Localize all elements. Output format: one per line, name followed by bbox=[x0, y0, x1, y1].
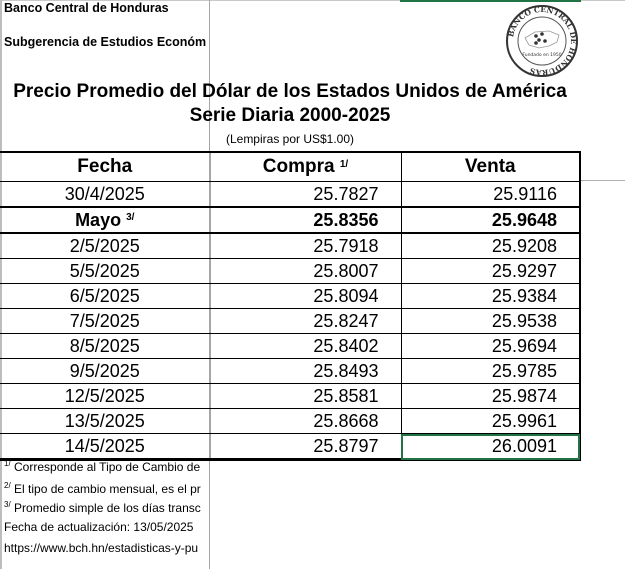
table-row: 9/5/2025 25.8493 25.9785 bbox=[0, 358, 581, 384]
cell-fecha[interactable]: 6/5/2025 bbox=[0, 283, 210, 309]
cell-venta[interactable]: 25.9297 bbox=[400, 258, 581, 284]
selected-column-indicator bbox=[400, 0, 581, 2]
cell-fecha[interactable]: 5/5/2025 bbox=[0, 258, 210, 284]
exchange-rate-table: Fecha Compra 1/ Venta 30/4/2025 25.7827 … bbox=[0, 151, 581, 461]
units-label: (Lempiras por US$1.00) bbox=[225, 132, 355, 146]
table-header-row: Fecha Compra 1/ Venta bbox=[0, 151, 581, 182]
cell-venta[interactable]: 25.9874 bbox=[400, 383, 581, 409]
cell-fecha[interactable]: 2/5/2025 bbox=[0, 233, 210, 259]
table-row: 12/5/2025 25.8581 25.9874 bbox=[0, 383, 581, 409]
gridline bbox=[580, 180, 625, 181]
cell-compra[interactable]: 25.8356 bbox=[209, 206, 401, 234]
table-row: 7/5/2025 25.8247 25.9538 bbox=[0, 308, 581, 334]
cell-fecha[interactable]: 8/5/2025 bbox=[0, 333, 210, 359]
footnote-3: 3/ Promedio simple de los días transc bbox=[4, 501, 201, 515]
page-subtitle: Serie Diaria 2000-2025 bbox=[189, 105, 391, 126]
cell-fecha[interactable]: 30/4/2025 bbox=[0, 181, 210, 208]
cell-compra[interactable]: 25.8668 bbox=[209, 408, 401, 434]
table-row: 5/5/2025 25.8007 25.9297 bbox=[0, 258, 581, 284]
column-header-fecha[interactable]: Fecha bbox=[0, 151, 210, 182]
footnote-2: 2/ El tipo de cambio mensual, es el pr bbox=[4, 482, 201, 496]
cell-compra[interactable]: 25.8493 bbox=[209, 358, 401, 384]
table-row: 14/5/2025 25.8797 26.0091 bbox=[0, 433, 581, 461]
footnote-ref: 1/ bbox=[339, 159, 349, 170]
page-title: Precio Promedio del Dólar de los Estados… bbox=[13, 81, 567, 102]
table-row-month-average: Mayo 3/ 25.8356 25.9648 bbox=[0, 206, 581, 234]
table-row: 13/5/2025 25.8668 25.9961 bbox=[0, 408, 581, 434]
cell-venta-selected[interactable]: 26.0091 bbox=[400, 433, 581, 461]
cell-compra[interactable]: 25.8094 bbox=[209, 283, 401, 309]
bch-seal-logo: BANCO CENTRAL DE HONDURAS Fundado en 195… bbox=[505, 4, 579, 78]
cell-fecha[interactable]: 9/5/2025 bbox=[0, 358, 210, 384]
cell-compra[interactable]: 25.7827 bbox=[209, 181, 401, 208]
cell-compra[interactable]: 25.8007 bbox=[209, 258, 401, 284]
cell-fecha[interactable]: Mayo 3/ bbox=[0, 206, 210, 234]
cell-venta[interactable]: 25.9648 bbox=[400, 206, 581, 234]
footnote-ref: 3/ bbox=[126, 212, 135, 223]
department-name: Subgerencia de Estudios Económ bbox=[4, 35, 207, 49]
cell-venta[interactable]: 25.9694 bbox=[400, 333, 581, 359]
update-date: Fecha de actualización: 13/05/2025 bbox=[4, 520, 194, 534]
seal-icon: BANCO CENTRAL DE HONDURAS Fundado en 195… bbox=[506, 5, 578, 77]
cell-venta[interactable]: 25.9785 bbox=[400, 358, 581, 384]
cell-venta[interactable]: 25.9961 bbox=[400, 408, 581, 434]
cell-compra[interactable]: 25.8402 bbox=[209, 333, 401, 359]
cell-fecha[interactable]: 12/5/2025 bbox=[0, 383, 210, 409]
cell-compra[interactable]: 25.8247 bbox=[209, 308, 401, 334]
org-name: Banco Central de Honduras bbox=[4, 1, 169, 15]
cell-compra[interactable]: 25.8581 bbox=[209, 383, 401, 409]
cell-venta[interactable]: 25.9384 bbox=[400, 283, 581, 309]
table-row: 6/5/2025 25.8094 25.9384 bbox=[0, 283, 581, 309]
table-row: 2/5/2025 25.7918 25.9208 bbox=[0, 233, 581, 259]
cell-venta[interactable]: 25.9208 bbox=[400, 233, 581, 259]
column-header-compra[interactable]: Compra 1/ bbox=[209, 151, 401, 182]
footnote-1: 1/ Corresponde al Tipo de Cambio de bbox=[4, 460, 201, 474]
column-header-venta[interactable]: Venta bbox=[400, 151, 581, 182]
cell-venta[interactable]: 25.9116 bbox=[400, 181, 581, 208]
table-row: 30/4/2025 25.7827 25.9116 bbox=[0, 181, 581, 208]
table-row: 8/5/2025 25.8402 25.9694 bbox=[0, 333, 581, 359]
source-link[interactable]: https://www.bch.hn/estadisticas-y-pu bbox=[4, 541, 199, 555]
svg-text:Fundado en 1950: Fundado en 1950 bbox=[522, 52, 561, 58]
cell-fecha[interactable]: 13/5/2025 bbox=[0, 408, 210, 434]
sheet-top-gridline bbox=[0, 0, 625, 1]
cell-fecha[interactable]: 7/5/2025 bbox=[0, 308, 210, 334]
cell-venta[interactable]: 25.9538 bbox=[400, 308, 581, 334]
cell-compra[interactable]: 25.8797 bbox=[209, 433, 401, 461]
cell-fecha[interactable]: 14/5/2025 bbox=[0, 433, 210, 461]
cell-compra[interactable]: 25.7918 bbox=[209, 233, 401, 259]
